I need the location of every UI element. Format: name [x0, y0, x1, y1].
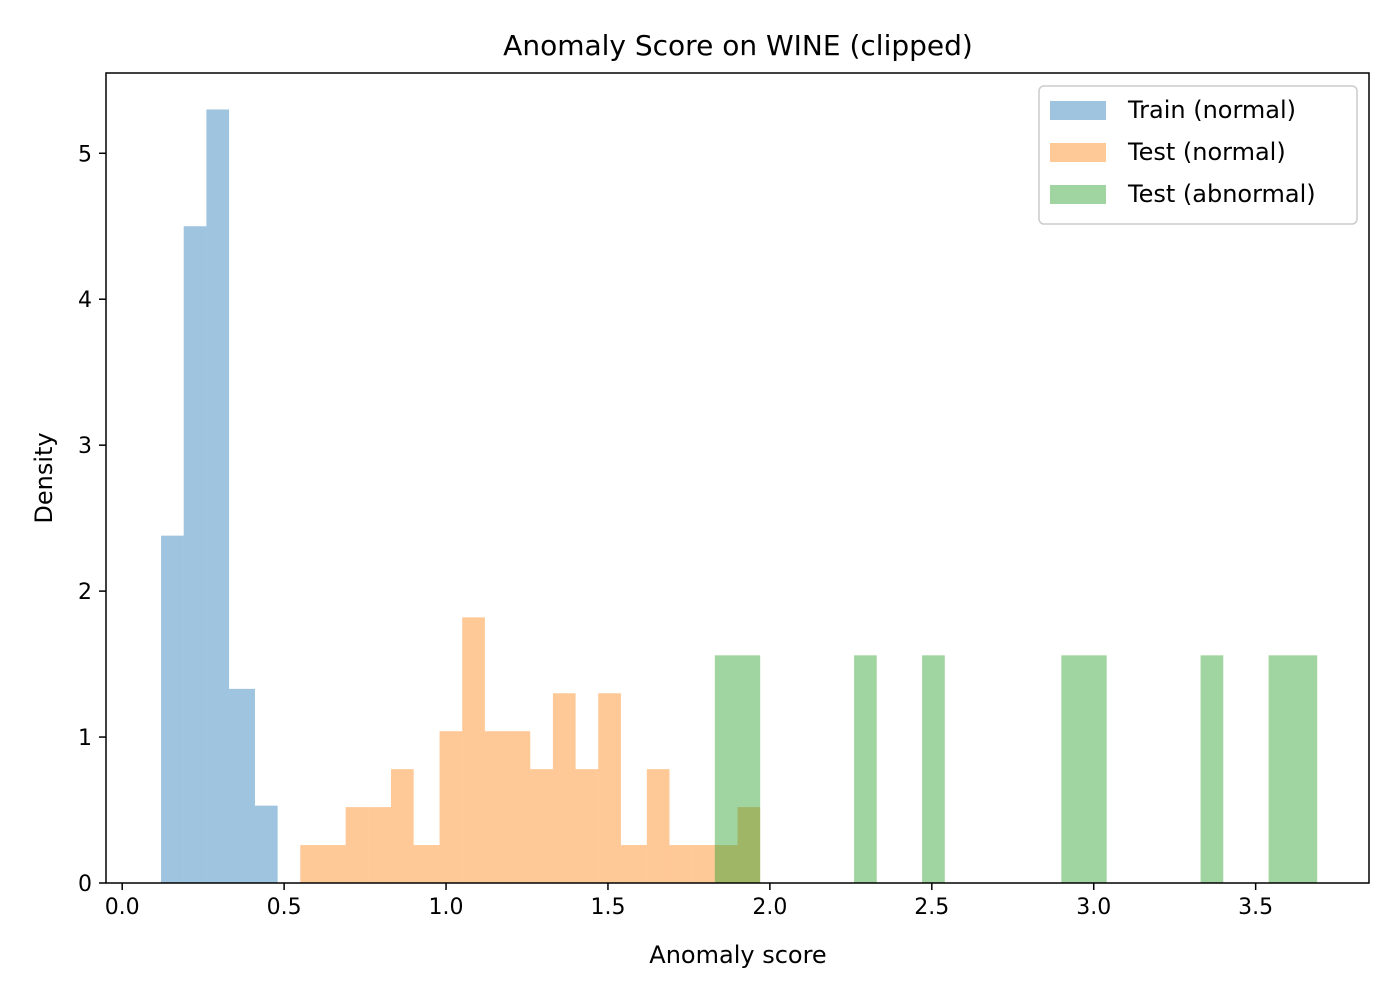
histogram-bar	[598, 693, 621, 883]
histogram-bar	[439, 731, 463, 883]
series-1	[300, 617, 761, 883]
x-tick-label: 1.5	[590, 895, 625, 920]
y-axis-label: Density	[30, 432, 58, 523]
histogram-bar	[646, 769, 670, 883]
histogram-bar	[484, 731, 508, 883]
legend-label: Test (normal)	[1127, 138, 1286, 166]
histogram-bar	[206, 109, 230, 883]
x-tick-label: 2.5	[914, 895, 949, 920]
histogram-bar	[507, 731, 531, 883]
plot-bars	[161, 109, 1318, 884]
histogram-bar	[345, 807, 369, 883]
histogram-bar	[161, 535, 184, 883]
histogram-bar	[620, 845, 647, 883]
x-tick-label: 3.5	[1238, 895, 1273, 920]
histogram-bar	[300, 845, 323, 883]
histogram-bar	[254, 805, 278, 883]
series-0	[161, 109, 278, 884]
y-tick-label: 2	[78, 580, 92, 605]
histogram-bar	[692, 845, 715, 883]
histogram-bar	[575, 769, 599, 883]
legend-swatch	[1050, 185, 1106, 204]
y-tick-label: 4	[78, 288, 92, 313]
y-axis: 0 1 2 3 4 5	[78, 142, 106, 897]
legend: Train (normal) Test (normal) Test (abnorma…	[1038, 85, 1358, 225]
histogram-bar	[413, 845, 440, 883]
histogram-bar	[669, 845, 693, 883]
histogram-bar	[183, 226, 207, 884]
histogram-bar	[322, 845, 346, 883]
histogram-bar	[922, 655, 945, 883]
histogram-bar	[1200, 655, 1224, 883]
histogram-bar	[1061, 655, 1107, 883]
plot-frame	[105, 72, 1370, 884]
x-tick-label: 0.5	[267, 895, 302, 920]
y-tick-label: 5	[78, 142, 92, 167]
legend-label: Train (normal)	[1127, 96, 1296, 124]
histogram-bar	[854, 655, 877, 883]
x-tick-label: 0.0	[105, 895, 140, 920]
y-tick-label: 1	[78, 726, 92, 751]
y-tick-label: 0	[78, 872, 92, 897]
histogram-bar	[229, 688, 255, 883]
x-axis-label: Anomaly score	[649, 941, 826, 969]
histogram-bar	[714, 845, 738, 883]
histogram-bar	[530, 769, 553, 883]
histogram-bar	[390, 769, 414, 883]
y-tick-label: 3	[78, 434, 92, 459]
legend-swatch	[1050, 143, 1106, 162]
legend-box	[1038, 85, 1358, 225]
histogram-bar	[1268, 655, 1318, 883]
histogram-bar	[737, 807, 761, 883]
x-axis: 0.0 0.5 1.0 1.5 2.0 2.5 3.0 3.5	[105, 883, 1273, 920]
legend-swatch	[1050, 101, 1106, 120]
x-tick-label: 3.0	[1076, 895, 1111, 920]
legend-label: Test (abnormal)	[1127, 180, 1316, 208]
chart-title: Anomaly Score on WINE (clipped)	[503, 29, 973, 62]
histogram-bar	[552, 693, 576, 883]
x-tick-label: 1.0	[429, 895, 464, 920]
histogram-bar	[714, 655, 761, 883]
series-2	[714, 655, 1318, 883]
histogram-bar	[368, 807, 391, 883]
x-tick-label: 2.0	[752, 895, 787, 920]
histogram-bar	[462, 617, 485, 883]
